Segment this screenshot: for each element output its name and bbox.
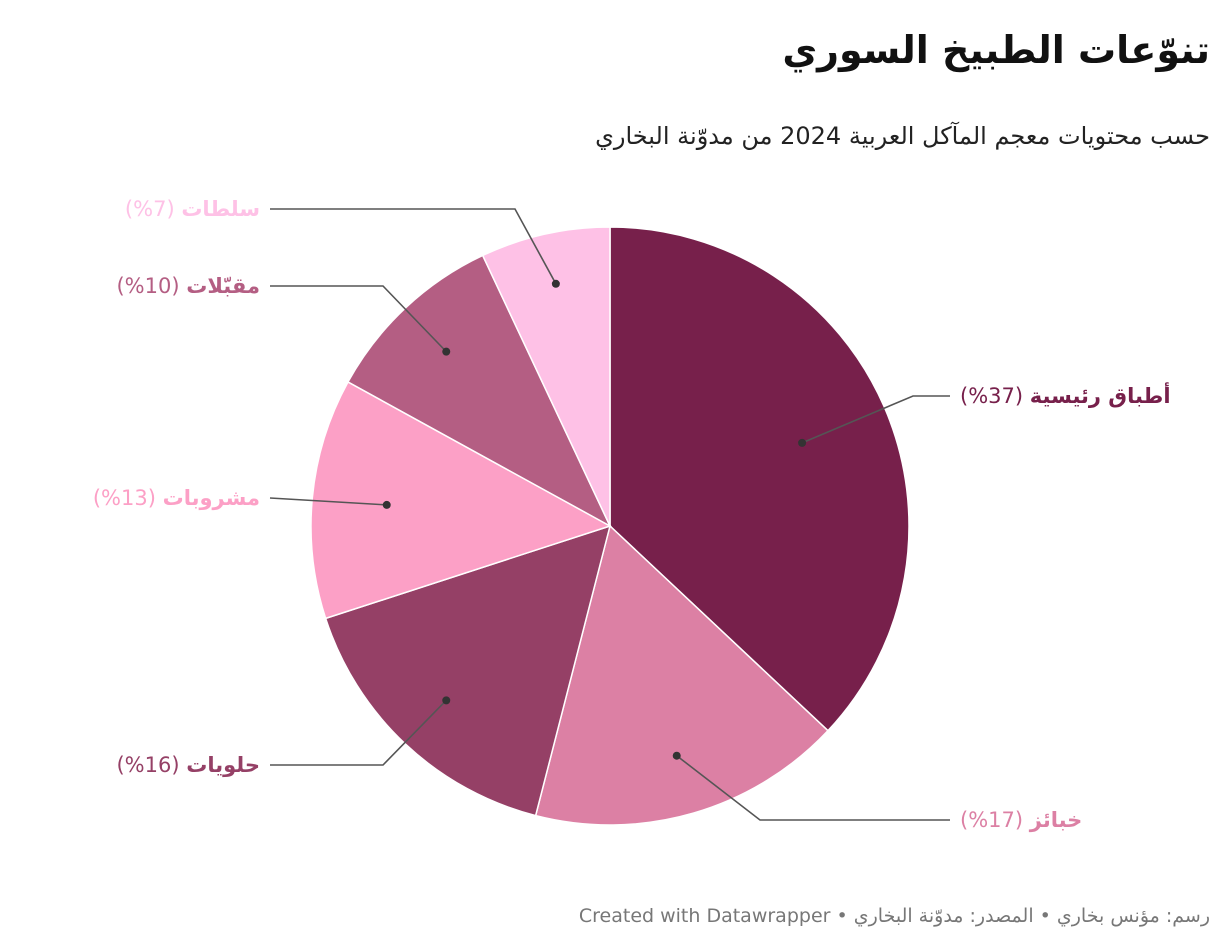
leader-dot-5 bbox=[442, 347, 451, 356]
slice-label-2: خبائز (17%) bbox=[960, 808, 1082, 832]
leader-line-1 bbox=[801, 395, 950, 444]
pie-slice-4[interactable] bbox=[310, 380, 612, 620]
chart-subtitle: حسب محتويات معجم المآكل العربية 2024 من … bbox=[595, 122, 1210, 150]
leader-line-3 bbox=[270, 699, 447, 766]
slice-label-value: (7%) bbox=[125, 197, 181, 221]
slice-label-6: سلطات (7%) bbox=[125, 197, 260, 221]
slice-label-name: مشروبات bbox=[163, 486, 260, 510]
slice-label-value: (16%) bbox=[116, 753, 186, 777]
slice-label-name: خبائز bbox=[1029, 808, 1083, 832]
leader-dot-2 bbox=[672, 751, 681, 760]
slice-label-3: حلويات (16%) bbox=[116, 753, 260, 777]
pie-slice-2[interactable] bbox=[534, 524, 830, 826]
slice-label-1: أطباق رئيسية (37%) bbox=[960, 381, 1171, 408]
slice-label-5: مقبّلات (10%) bbox=[116, 274, 260, 298]
slice-labels: أطباق رئيسية (37%) خبائز (17%) حلويات (16%… bbox=[93, 197, 1171, 832]
slice-label-value: (10%) bbox=[116, 274, 186, 298]
slice-label-name: حلويات bbox=[186, 753, 260, 777]
leader-line-5 bbox=[270, 285, 447, 353]
slice-label-value: (37%) bbox=[960, 384, 1030, 408]
slice-label-4: مشروبات (13%) bbox=[93, 486, 260, 510]
leader-dot-6 bbox=[551, 279, 560, 288]
leader-line-4 bbox=[269, 497, 387, 506]
slice-label-name: سلطات bbox=[181, 197, 260, 221]
pie-slice-6[interactable] bbox=[481, 226, 611, 527]
slice-label-value: (17%) bbox=[960, 808, 1030, 832]
leader-dot-4 bbox=[382, 500, 391, 509]
leader-line-6 bbox=[270, 208, 557, 285]
leader-dot-3 bbox=[442, 696, 451, 705]
pie-slices bbox=[310, 226, 910, 826]
slice-label-name: مقبّلات bbox=[186, 274, 260, 298]
slice-label-value: (13%) bbox=[93, 486, 163, 510]
slice-label-name: أطباق رئيسية bbox=[1030, 381, 1171, 408]
pie-slice-3[interactable] bbox=[324, 524, 612, 817]
leader-line-2 bbox=[676, 755, 950, 821]
leader-dot-1 bbox=[798, 438, 807, 447]
chart-footer: رسم: مؤنس بخاري • المصدر: مدوّنة البخاري… bbox=[578, 905, 1210, 927]
label-leaders bbox=[269, 208, 950, 821]
chart-title: تنوّعات الطبيخ السوري bbox=[782, 28, 1210, 72]
